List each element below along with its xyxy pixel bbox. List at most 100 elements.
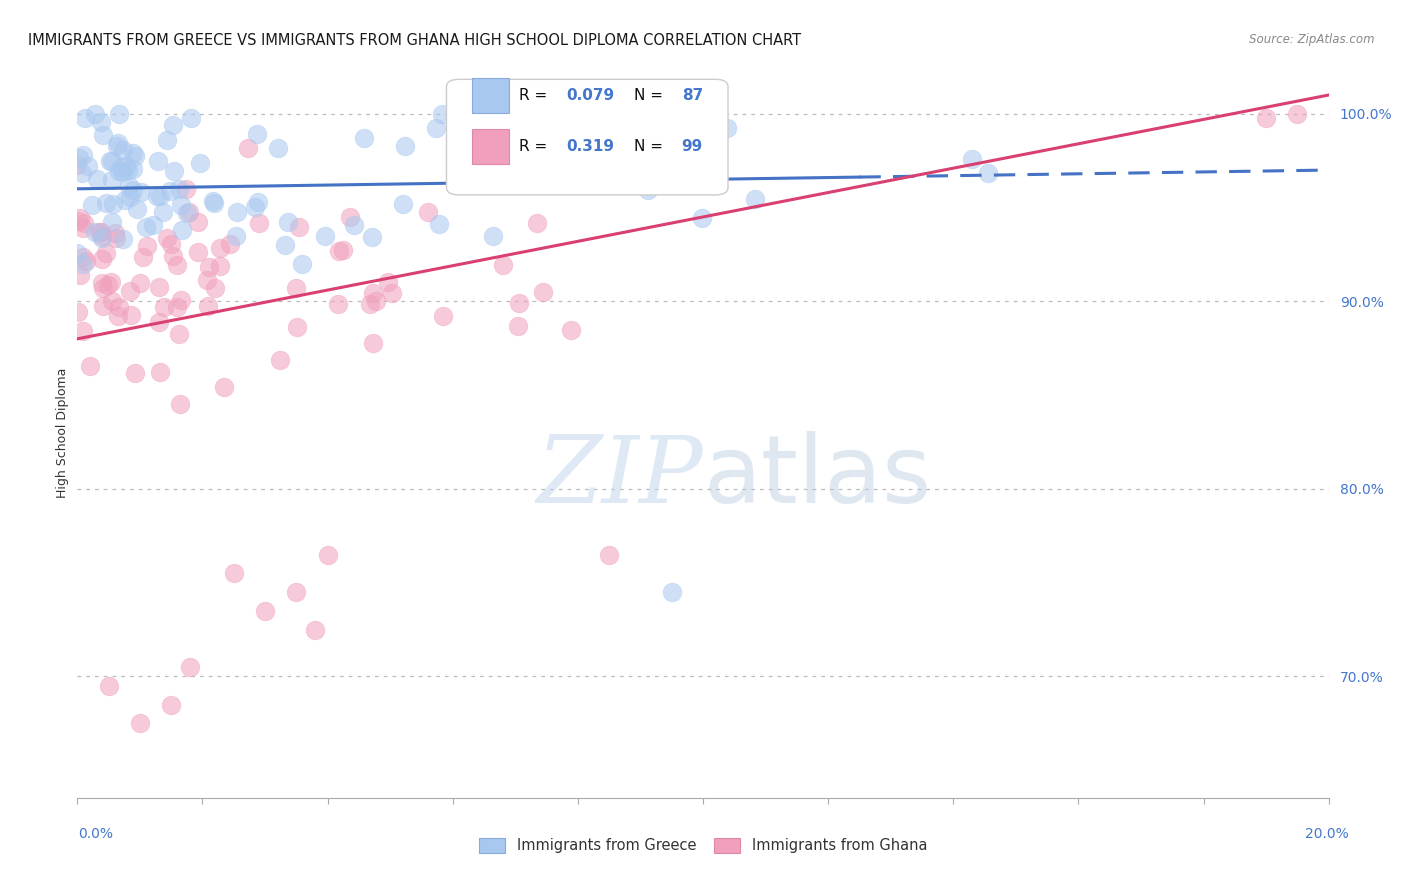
Point <box>202 194 225 208</box>
Point <box>77 159 100 173</box>
Text: R =: R = <box>519 88 553 103</box>
Point <box>72 220 94 235</box>
Point <box>208 259 231 273</box>
Point <box>94 196 117 211</box>
Point <box>1286 107 1309 121</box>
Point <box>339 210 361 224</box>
Point <box>381 286 404 301</box>
Point <box>67 305 90 319</box>
Point <box>304 623 326 637</box>
Point <box>97 277 120 292</box>
Point <box>90 277 112 291</box>
Point <box>148 280 170 294</box>
Point <box>285 319 308 334</box>
Point <box>361 285 384 300</box>
Point <box>394 139 416 153</box>
Point <box>361 335 384 350</box>
Point <box>716 120 738 135</box>
Point <box>160 237 183 252</box>
Point <box>72 324 94 338</box>
Point <box>167 326 190 341</box>
Point <box>526 216 548 230</box>
Point <box>744 192 766 206</box>
FancyBboxPatch shape <box>447 79 728 195</box>
Point <box>124 149 146 163</box>
Point <box>101 215 124 229</box>
Point <box>637 183 659 197</box>
Point <box>328 244 350 258</box>
Point <box>492 258 515 272</box>
Point <box>67 213 90 227</box>
Point <box>166 258 188 272</box>
Point <box>101 154 124 169</box>
Point <box>108 300 131 314</box>
Point <box>353 131 375 145</box>
Point <box>361 230 384 244</box>
Bar <box>471 78 509 113</box>
Point <box>661 585 683 599</box>
Point <box>122 162 145 177</box>
Point <box>170 293 193 308</box>
Legend: Immigrants from Greece, Immigrants from Ghana: Immigrants from Greece, Immigrants from … <box>479 838 927 854</box>
Point <box>122 145 145 160</box>
Point <box>977 166 1000 180</box>
Point <box>198 260 221 274</box>
Point <box>90 115 112 129</box>
Point <box>314 228 336 243</box>
Point <box>91 128 114 143</box>
Point <box>122 183 145 197</box>
Text: 99: 99 <box>682 139 703 154</box>
Point <box>142 218 165 232</box>
Point <box>82 197 104 211</box>
Point <box>170 223 193 237</box>
Point <box>432 310 454 324</box>
Point <box>69 268 91 283</box>
Point <box>246 195 269 210</box>
Text: N =: N = <box>634 88 668 103</box>
Point <box>108 164 131 178</box>
Point <box>115 159 138 173</box>
Point <box>69 211 91 225</box>
Point <box>100 173 122 187</box>
Point <box>218 236 240 251</box>
Text: 0.0%: 0.0% <box>79 828 112 841</box>
Point <box>153 300 176 314</box>
Point <box>117 163 139 178</box>
Point <box>482 228 505 243</box>
Point <box>160 698 183 712</box>
Point <box>508 296 530 310</box>
Text: Source: ZipAtlas.com: Source: ZipAtlas.com <box>1250 33 1375 46</box>
Text: 20.0%: 20.0% <box>1305 828 1350 841</box>
Point <box>73 216 96 230</box>
Point <box>97 679 120 693</box>
Point <box>118 190 141 204</box>
Point <box>114 194 136 208</box>
Point <box>253 604 276 618</box>
Point <box>111 143 134 157</box>
Point <box>187 245 209 260</box>
Point <box>156 133 179 147</box>
Point <box>285 281 308 295</box>
Point <box>72 148 94 162</box>
Point <box>91 281 114 295</box>
Point <box>149 365 172 379</box>
Point <box>84 107 107 121</box>
Point <box>66 245 89 260</box>
Point <box>377 275 399 289</box>
Point <box>316 548 339 562</box>
Text: atlas: atlas <box>703 431 931 523</box>
Text: N =: N = <box>634 139 668 154</box>
Point <box>960 152 983 166</box>
Point <box>690 211 713 226</box>
Point <box>120 308 142 322</box>
Point <box>132 250 155 264</box>
Point <box>107 136 129 150</box>
Point <box>285 585 308 599</box>
Point <box>111 231 134 245</box>
Point <box>149 188 172 202</box>
Point <box>187 215 209 229</box>
Point <box>103 197 125 211</box>
Point <box>75 253 97 268</box>
Point <box>128 276 150 290</box>
Point <box>176 182 198 196</box>
